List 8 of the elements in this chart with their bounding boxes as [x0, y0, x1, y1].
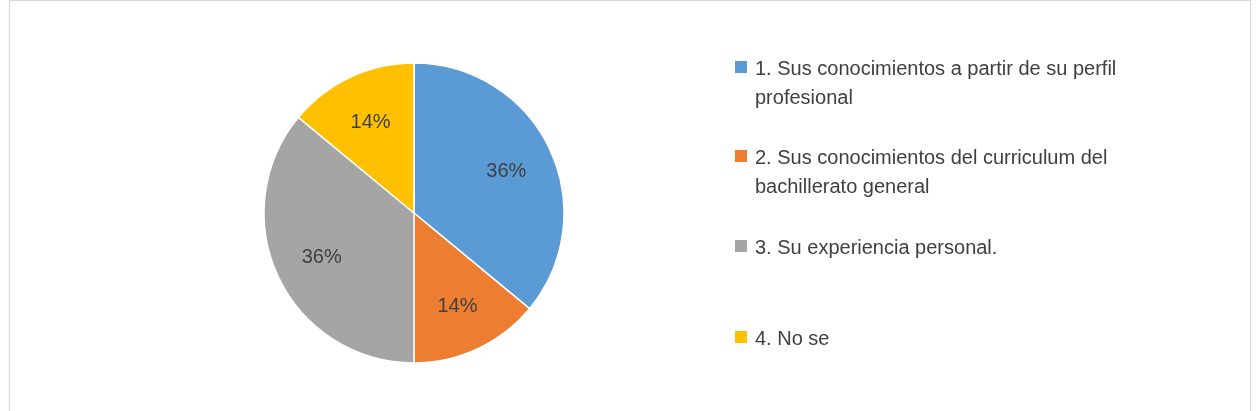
legend-label: 2. Sus conocimientos del curriculum del bachillerato general — [755, 146, 1108, 197]
data-label: 36% — [301, 245, 342, 268]
legend-label: 3. Su experiencia personal. — [755, 236, 998, 258]
data-label: 14% — [350, 109, 391, 132]
legend-label: 4. No se — [755, 327, 830, 349]
legend-label: 1. Sus conocimientos a partir de su perfil profesional — [755, 57, 1117, 108]
data-label: 36% — [486, 158, 527, 181]
data-label: 14% — [437, 294, 478, 317]
